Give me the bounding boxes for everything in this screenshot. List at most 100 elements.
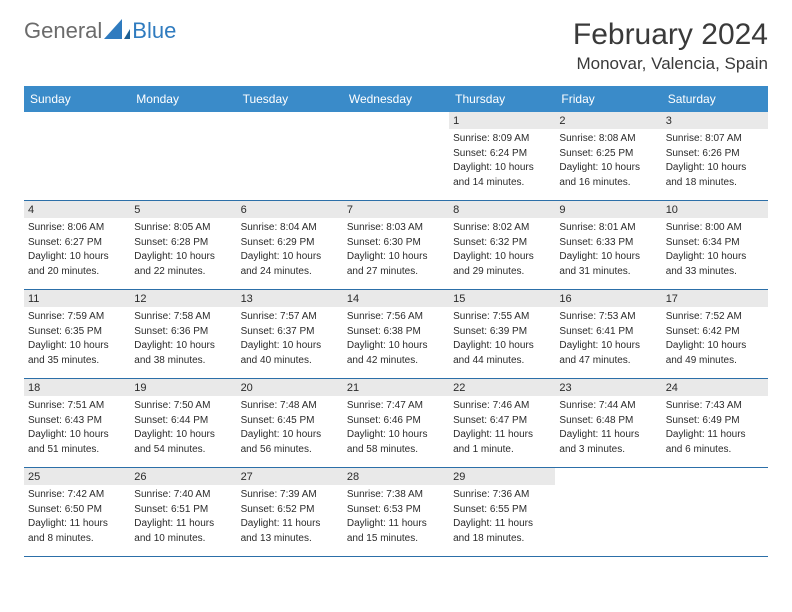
day-sunset: Sunset: 6:47 PM: [453, 414, 551, 428]
page-header: General Blue February 2024 Monovar, Vale…: [24, 18, 768, 74]
day-sunset: Sunset: 6:30 PM: [347, 236, 445, 250]
day-detail: Sunrise: 7:39 AMSunset: 6:52 PMDaylight:…: [237, 485, 343, 545]
day-sunset: Sunset: 6:37 PM: [241, 325, 339, 339]
day-daylight1: Daylight: 10 hours: [241, 339, 339, 353]
day-daylight2: and 8 minutes.: [28, 532, 126, 546]
day-number: 1: [449, 112, 555, 129]
day-daylight2: and 22 minutes.: [134, 265, 232, 279]
calendar-cell: 18Sunrise: 7:51 AMSunset: 6:43 PMDayligh…: [24, 379, 130, 468]
day-sunrise: Sunrise: 7:40 AM: [134, 488, 232, 502]
weekday-header-tuesday: Tuesday: [237, 86, 343, 112]
day-sunrise: Sunrise: 7:39 AM: [241, 488, 339, 502]
day-daylight2: and 14 minutes.: [453, 176, 551, 190]
calendar-cell: 3Sunrise: 8:07 AMSunset: 6:26 PMDaylight…: [662, 112, 768, 201]
day-daylight2: and 6 minutes.: [666, 443, 764, 457]
day-daylight2: and 1 minute.: [453, 443, 551, 457]
calendar-cell: 20Sunrise: 7:48 AMSunset: 6:45 PMDayligh…: [237, 379, 343, 468]
day-detail: Sunrise: 8:05 AMSunset: 6:28 PMDaylight:…: [130, 218, 236, 278]
day-daylight2: and 24 minutes.: [241, 265, 339, 279]
day-sunset: Sunset: 6:46 PM: [347, 414, 445, 428]
day-sunrise: Sunrise: 8:02 AM: [453, 221, 551, 235]
day-detail: Sunrise: 7:56 AMSunset: 6:38 PMDaylight:…: [343, 307, 449, 367]
day-sunset: Sunset: 6:42 PM: [666, 325, 764, 339]
calendar-cell: 8Sunrise: 8:02 AMSunset: 6:32 PMDaylight…: [449, 201, 555, 290]
day-sunrise: Sunrise: 7:44 AM: [559, 399, 657, 413]
day-daylight1: Daylight: 10 hours: [347, 250, 445, 264]
day-daylight1: Daylight: 10 hours: [241, 250, 339, 264]
day-sunrise: Sunrise: 8:04 AM: [241, 221, 339, 235]
title-block: February 2024 Monovar, Valencia, Spain: [573, 18, 768, 74]
day-daylight2: and 16 minutes.: [559, 176, 657, 190]
day-sunrise: Sunrise: 7:48 AM: [241, 399, 339, 413]
day-daylight1: Daylight: 11 hours: [347, 517, 445, 531]
day-number: 10: [662, 201, 768, 218]
calendar-cell-empty: [237, 112, 343, 201]
calendar-cell: 5Sunrise: 8:05 AMSunset: 6:28 PMDaylight…: [130, 201, 236, 290]
day-daylight2: and 44 minutes.: [453, 354, 551, 368]
day-number: 23: [555, 379, 661, 396]
calendar-cell: 9Sunrise: 8:01 AMSunset: 6:33 PMDaylight…: [555, 201, 661, 290]
day-detail: Sunrise: 7:44 AMSunset: 6:48 PMDaylight:…: [555, 396, 661, 456]
day-sunset: Sunset: 6:55 PM: [453, 503, 551, 517]
calendar-cell: 7Sunrise: 8:03 AMSunset: 6:30 PMDaylight…: [343, 201, 449, 290]
day-number: 20: [237, 379, 343, 396]
day-daylight1: Daylight: 10 hours: [666, 339, 764, 353]
day-detail: Sunrise: 8:01 AMSunset: 6:33 PMDaylight:…: [555, 218, 661, 278]
day-number: 21: [343, 379, 449, 396]
day-number: 29: [449, 468, 555, 485]
weekday-header-thursday: Thursday: [449, 86, 555, 112]
day-detail: Sunrise: 7:55 AMSunset: 6:39 PMDaylight:…: [449, 307, 555, 367]
day-sunrise: Sunrise: 7:57 AM: [241, 310, 339, 324]
day-sunrise: Sunrise: 8:03 AM: [347, 221, 445, 235]
calendar-body: 1Sunrise: 8:09 AMSunset: 6:24 PMDaylight…: [24, 112, 768, 557]
day-sunset: Sunset: 6:33 PM: [559, 236, 657, 250]
day-sunrise: Sunrise: 7:46 AM: [453, 399, 551, 413]
day-detail: Sunrise: 7:47 AMSunset: 6:46 PMDaylight:…: [343, 396, 449, 456]
day-sunset: Sunset: 6:26 PM: [666, 147, 764, 161]
day-sunset: Sunset: 6:53 PM: [347, 503, 445, 517]
day-sunrise: Sunrise: 7:58 AM: [134, 310, 232, 324]
day-number: 14: [343, 290, 449, 307]
day-daylight2: and 54 minutes.: [134, 443, 232, 457]
day-sunrise: Sunrise: 7:47 AM: [347, 399, 445, 413]
calendar-cell: 19Sunrise: 7:50 AMSunset: 6:44 PMDayligh…: [130, 379, 236, 468]
day-detail: Sunrise: 7:50 AMSunset: 6:44 PMDaylight:…: [130, 396, 236, 456]
day-detail: Sunrise: 8:06 AMSunset: 6:27 PMDaylight:…: [24, 218, 130, 278]
day-daylight2: and 51 minutes.: [28, 443, 126, 457]
calendar-cell: 22Sunrise: 7:46 AMSunset: 6:47 PMDayligh…: [449, 379, 555, 468]
day-sunset: Sunset: 6:25 PM: [559, 147, 657, 161]
brand-logo: General Blue: [24, 18, 176, 44]
brand-word-1: General: [24, 18, 102, 44]
calendar-cell: 26Sunrise: 7:40 AMSunset: 6:51 PMDayligh…: [130, 468, 236, 557]
calendar-cell: 25Sunrise: 7:42 AMSunset: 6:50 PMDayligh…: [24, 468, 130, 557]
weekday-header-saturday: Saturday: [662, 86, 768, 112]
calendar-cell: 14Sunrise: 7:56 AMSunset: 6:38 PMDayligh…: [343, 290, 449, 379]
day-sunset: Sunset: 6:38 PM: [347, 325, 445, 339]
day-daylight2: and 42 minutes.: [347, 354, 445, 368]
day-sunrise: Sunrise: 7:38 AM: [347, 488, 445, 502]
day-detail: Sunrise: 7:58 AMSunset: 6:36 PMDaylight:…: [130, 307, 236, 367]
day-daylight1: Daylight: 11 hours: [241, 517, 339, 531]
calendar-cell-empty: [555, 468, 661, 557]
calendar-cell-empty: [343, 112, 449, 201]
day-daylight1: Daylight: 10 hours: [666, 250, 764, 264]
day-sunset: Sunset: 6:29 PM: [241, 236, 339, 250]
day-sunset: Sunset: 6:52 PM: [241, 503, 339, 517]
calendar-cell: 16Sunrise: 7:53 AMSunset: 6:41 PMDayligh…: [555, 290, 661, 379]
day-detail: Sunrise: 8:08 AMSunset: 6:25 PMDaylight:…: [555, 129, 661, 189]
day-number: 19: [130, 379, 236, 396]
day-daylight1: Daylight: 10 hours: [559, 250, 657, 264]
day-sunrise: Sunrise: 8:06 AM: [28, 221, 126, 235]
day-detail: Sunrise: 7:36 AMSunset: 6:55 PMDaylight:…: [449, 485, 555, 545]
calendar-cell: 13Sunrise: 7:57 AMSunset: 6:37 PMDayligh…: [237, 290, 343, 379]
calendar-cell: 6Sunrise: 8:04 AMSunset: 6:29 PMDaylight…: [237, 201, 343, 290]
day-sunrise: Sunrise: 7:43 AM: [666, 399, 764, 413]
day-sunrise: Sunrise: 7:51 AM: [28, 399, 126, 413]
calendar-cell: 27Sunrise: 7:39 AMSunset: 6:52 PMDayligh…: [237, 468, 343, 557]
day-daylight1: Daylight: 10 hours: [241, 428, 339, 442]
day-detail: Sunrise: 7:53 AMSunset: 6:41 PMDaylight:…: [555, 307, 661, 367]
day-daylight2: and 29 minutes.: [453, 265, 551, 279]
day-daylight2: and 18 minutes.: [453, 532, 551, 546]
day-number: 27: [237, 468, 343, 485]
day-daylight1: Daylight: 10 hours: [453, 339, 551, 353]
